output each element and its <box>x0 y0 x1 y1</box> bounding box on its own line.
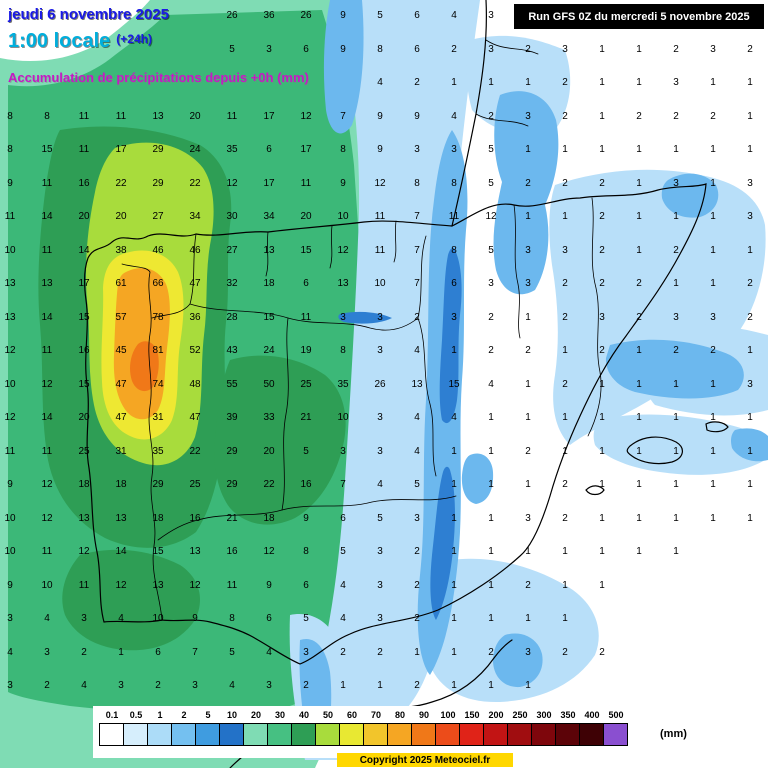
legend-swatch <box>147 723 172 746</box>
legend-swatch <box>483 723 508 746</box>
legend-swatch <box>123 723 148 746</box>
legend-tick-label: 250 <box>512 710 528 720</box>
legend-tick-label: 10 <box>226 710 238 720</box>
legend-tick-label: 20 <box>250 710 262 720</box>
legend-tick-label: 30 <box>274 710 286 720</box>
legend-tick-label: 500 <box>608 710 624 720</box>
copyright-banner: Copyright 2025 Meteociel.fr <box>337 753 513 767</box>
legend-tick-label: 100 <box>440 710 456 720</box>
legend-swatch <box>339 723 364 746</box>
legend-tick-label: 40 <box>298 710 310 720</box>
color-scale-legend: 0.1 0.5 1 2 5 10 20 30 40 50 60 70 80 90 100 150 200 250 3… <box>93 706 693 758</box>
legend-swatch <box>459 723 484 746</box>
legend-tick-label: 2 <box>181 710 187 720</box>
legend-swatch <box>507 723 532 746</box>
forecast-offset: (+24h) <box>116 32 152 46</box>
borders-layer <box>121 39 602 621</box>
legend-tick-label: 300 <box>536 710 552 720</box>
legend-tick-label: 70 <box>370 710 382 720</box>
legend-tick-label: 60 <box>346 710 358 720</box>
legend-swatch <box>435 723 460 746</box>
legend-swatch <box>315 723 340 746</box>
legend-swatch <box>363 723 388 746</box>
legend-swatch <box>267 723 292 746</box>
legend-swatch <box>579 723 604 746</box>
legend-swatch <box>555 723 580 746</box>
legend-tick-label: 50 <box>322 710 334 720</box>
legend-tick-label: 5 <box>205 710 211 720</box>
legend-swatch <box>171 723 196 746</box>
forecast-time: 1:00 locale (+24h) <box>8 30 152 53</box>
legend-swatch <box>243 723 268 746</box>
legend-swatch <box>387 723 412 746</box>
map-subtitle: Accumulation de précipitations depuis +0… <box>8 70 309 85</box>
run-info-text: Run GFS 0Z du mercredi 5 novembre 2025 <box>528 10 750 23</box>
legend-tick-label: 0.5 <box>129 710 143 720</box>
legend-tick-label: 400 <box>584 710 600 720</box>
legend-tick-label: 0.1 <box>105 710 119 720</box>
legend-swatch <box>531 723 556 746</box>
legend-tick-label: 200 <box>488 710 504 720</box>
legend-swatch <box>603 723 628 746</box>
legend-tick-label: 80 <box>394 710 406 720</box>
legend-tick-label: 1 <box>157 710 163 720</box>
forecast-time-text: 1:00 locale <box>8 30 111 52</box>
legend-tick-label: 150 <box>464 710 480 720</box>
legend-tick-labels: 0.1 0.5 1 2 5 10 20 30 40 50 60 70 80 90 100 150 200 250 3… <box>93 710 693 722</box>
legend-swatch <box>99 723 124 746</box>
legend-tick-label: 350 <box>560 710 576 720</box>
legend-unit-label: (mm) <box>660 728 687 740</box>
legend-swatch <box>411 723 436 746</box>
legend-swatch <box>291 723 316 746</box>
precip-dark-orange-layer <box>130 341 159 392</box>
legend-swatch <box>195 723 220 746</box>
run-info-box: Run GFS 0Z du mercredi 5 novembre 2025 <box>514 4 764 29</box>
legend-color-strip <box>99 723 628 746</box>
forecast-date: jeudi 6 novembre 2025 <box>8 6 169 23</box>
precip-dark-blue-layer <box>338 247 462 620</box>
legend-swatch <box>219 723 244 746</box>
copyright-text: Copyright 2025 Meteociel.fr <box>359 754 491 766</box>
legend-tick-label: 90 <box>418 710 430 720</box>
